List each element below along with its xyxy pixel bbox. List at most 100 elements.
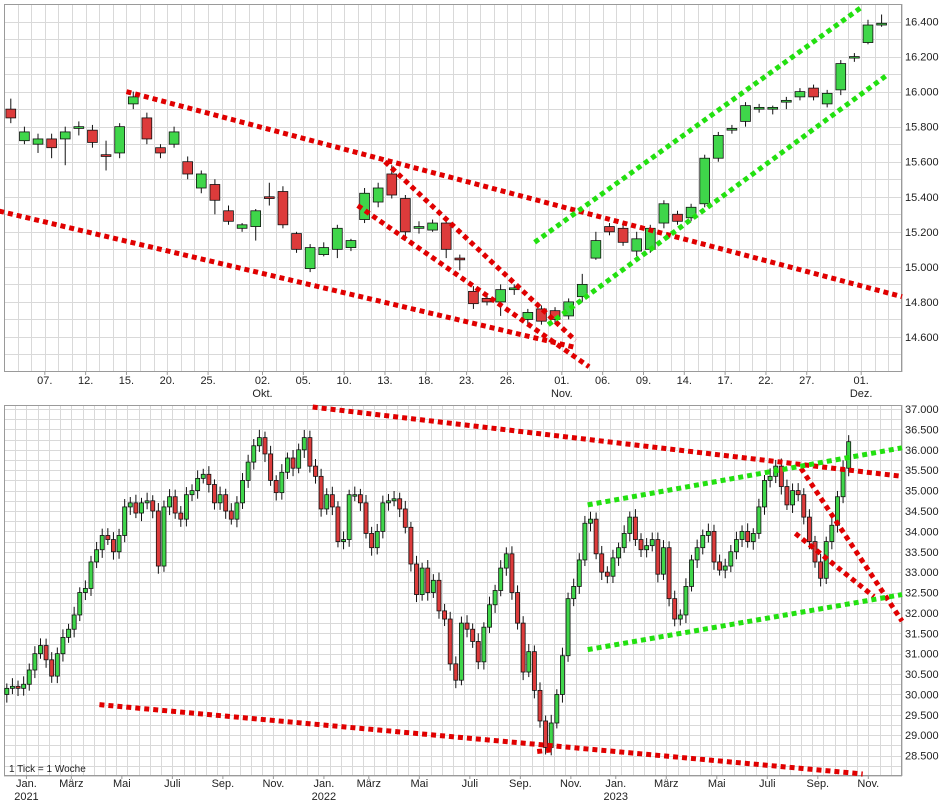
y-tick-label: 31.000 [905, 649, 939, 661]
x-tick-sublabel: Dez. [850, 388, 873, 400]
x-tick-sublabel: Okt. [252, 388, 272, 400]
candle [454, 254, 466, 271]
x-tick-label: 01. [854, 375, 869, 387]
x-tick-label: Juli [164, 778, 181, 790]
candle [105, 528, 111, 545]
y-tick-label: 16.400 [905, 17, 939, 29]
y-tick-label: 35.000 [905, 486, 939, 498]
candle-body [632, 516, 638, 540]
x-tick-label: 18. [418, 375, 433, 387]
candle-body [458, 622, 464, 681]
candle [531, 645, 537, 699]
x-tick-label: 05. [296, 375, 311, 387]
candle [801, 488, 807, 525]
candle-body [206, 473, 212, 485]
candle-body [369, 533, 375, 549]
candle [515, 585, 520, 630]
candle-body [26, 669, 32, 685]
y-tick-label: 14.800 [905, 297, 939, 309]
candle [700, 529, 706, 555]
candle-body [32, 653, 38, 671]
x-tick-label: 17. [717, 375, 732, 387]
candle-body [161, 506, 167, 567]
candle [655, 532, 661, 583]
candle [155, 503, 161, 574]
candle [49, 652, 55, 683]
candle [54, 647, 60, 684]
x-tick-label: 22. [758, 375, 773, 387]
candle [402, 500, 408, 534]
trendline-red [536, 747, 555, 755]
candle-body [372, 187, 384, 203]
candle [610, 549, 616, 583]
candle-body [73, 126, 85, 129]
candle-body [397, 498, 403, 510]
candle-body [876, 22, 887, 26]
candle [503, 547, 509, 576]
candle-body [32, 138, 44, 145]
candle [122, 499, 128, 543]
candle-body [522, 312, 534, 320]
candle [672, 210, 683, 225]
candle [304, 244, 316, 273]
candle [223, 205, 234, 225]
candle-body [335, 506, 341, 542]
candle-body [672, 598, 678, 620]
candle-body [380, 502, 386, 532]
candle-body [133, 502, 139, 514]
candle-body [767, 106, 779, 110]
candle-body [236, 224, 248, 229]
candle-body [60, 636, 66, 655]
candle-body [386, 500, 391, 504]
x-tick-label: Sep. [806, 778, 829, 790]
candle-body [430, 579, 436, 593]
tick-annotation: 1 Tick = 1 Woche [9, 764, 86, 775]
candle-body [503, 553, 509, 569]
candle-body [59, 131, 71, 140]
candle-body [495, 289, 506, 303]
candle-body [515, 592, 520, 624]
candle [279, 464, 285, 500]
candle-body [200, 473, 206, 479]
candle-body [717, 561, 723, 571]
candle [666, 541, 672, 607]
candle [470, 623, 476, 648]
candle-body [374, 530, 380, 549]
trendlines [99, 404, 905, 777]
candle [236, 223, 248, 232]
candle-body [565, 598, 571, 657]
candle [537, 682, 543, 728]
candle [307, 430, 313, 473]
candle [32, 646, 38, 679]
candle-body [436, 579, 442, 612]
candle-body [419, 567, 425, 595]
candle [400, 195, 411, 241]
candle [835, 490, 840, 533]
candle-body [440, 222, 452, 250]
candle-body [756, 506, 762, 534]
candle [290, 449, 296, 477]
candle [756, 498, 762, 539]
candle [256, 429, 262, 452]
candle [543, 715, 549, 755]
candle [59, 126, 71, 166]
candle-body [105, 535, 111, 540]
candle-body [750, 533, 756, 542]
candle-body [689, 559, 694, 587]
candle-body [722, 565, 728, 571]
candle-body [745, 530, 751, 542]
candle-body [189, 490, 195, 496]
candle [369, 526, 375, 556]
candle-body [19, 131, 30, 142]
candle-body [234, 502, 240, 520]
candle-body [5, 108, 17, 119]
candle-body [576, 559, 582, 587]
candle [753, 103, 765, 113]
candle [781, 96, 792, 110]
x-tick-label: 27. [799, 375, 814, 387]
candle [408, 522, 414, 572]
candle-body [15, 685, 21, 689]
candle [621, 525, 627, 553]
candle-body [304, 247, 316, 270]
y-tick-label: 14.600 [905, 332, 939, 344]
